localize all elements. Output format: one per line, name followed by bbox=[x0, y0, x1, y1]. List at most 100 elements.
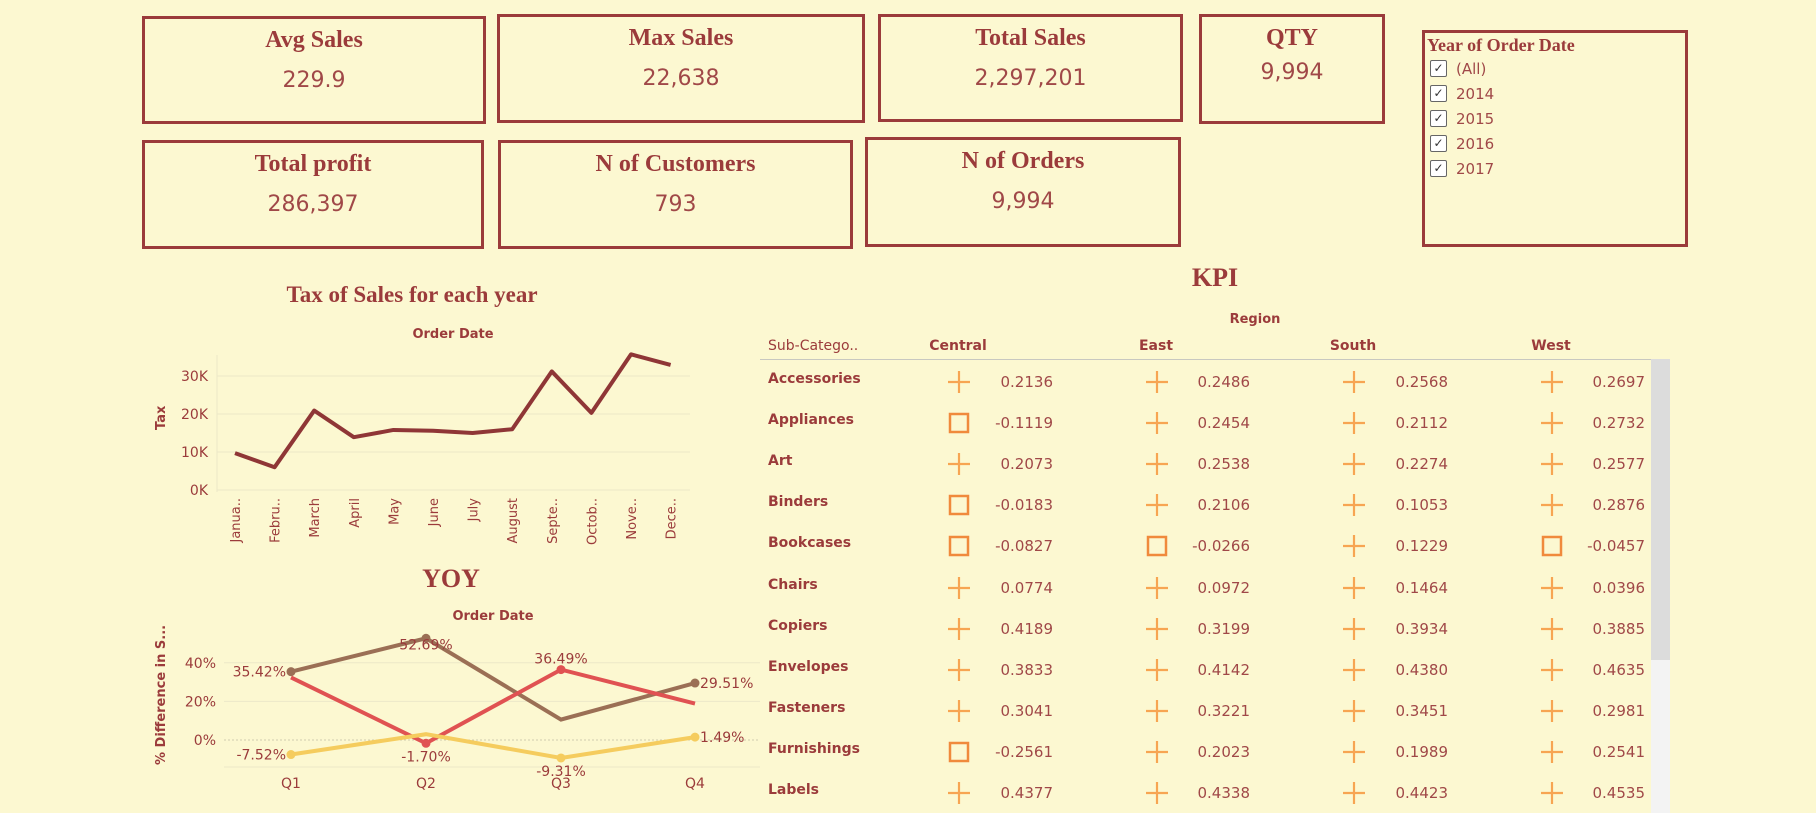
kpi-value: 0.2981 bbox=[1592, 701, 1646, 720]
plus-icon bbox=[1146, 617, 1168, 640]
square-icon bbox=[1146, 536, 1168, 557]
x-tick-label: Octob.. bbox=[585, 498, 600, 545]
plus-icon bbox=[1343, 617, 1365, 640]
filter-item-label: 2017 bbox=[1456, 159, 1495, 178]
plus-icon bbox=[948, 782, 970, 804]
series-yellow-point[interactable] bbox=[556, 753, 566, 763]
plus-icon bbox=[1146, 576, 1168, 599]
filter-item[interactable]: ✓ 2014 bbox=[1430, 81, 1683, 106]
kpi-value: 0.2112 bbox=[1395, 414, 1449, 433]
sub-category-name[interactable]: Accessories bbox=[768, 371, 861, 387]
data-label: 29.51% bbox=[700, 676, 753, 692]
plus-icon bbox=[1146, 412, 1168, 435]
sub-category-name[interactable]: Chairs bbox=[768, 576, 818, 593]
filter-item[interactable]: ✓ 2015 bbox=[1430, 106, 1683, 131]
kpi-value: 0.4142 bbox=[1197, 660, 1251, 679]
kpi-value: 0.2136 bbox=[1000, 373, 1054, 391]
kpi-value: 0.1464 bbox=[1395, 578, 1449, 597]
card-value: 9,994 bbox=[991, 189, 1055, 214]
sub-category-name[interactable]: Copiers bbox=[768, 617, 828, 634]
customers-card: N of Customers 793 bbox=[498, 140, 853, 249]
plus-icon bbox=[1343, 494, 1365, 517]
series-yellow-point[interactable] bbox=[690, 732, 700, 742]
plus-icon bbox=[1343, 576, 1365, 599]
sub-category-name[interactable]: Envelopes bbox=[768, 658, 849, 675]
kpi-value: 0.2577 bbox=[1592, 455, 1646, 474]
region-header-south[interactable]: South bbox=[1329, 338, 1377, 354]
square-icon bbox=[948, 495, 970, 516]
plus-icon bbox=[1343, 699, 1365, 722]
series-brown-point[interactable] bbox=[286, 667, 296, 677]
filter-item[interactable]: ✓ 2017 bbox=[1430, 156, 1683, 181]
x-tick-label: Q1 bbox=[281, 776, 301, 792]
card-title: Max Sales bbox=[628, 25, 734, 51]
kpi-value: -0.2561 bbox=[995, 742, 1053, 761]
tax-line bbox=[234, 352, 672, 470]
x-tick-label: August bbox=[506, 498, 521, 544]
sub-category-name[interactable]: Furnishings bbox=[768, 740, 860, 757]
plus-icon bbox=[1541, 617, 1563, 640]
checkbox[interactable]: ✓ bbox=[1430, 135, 1447, 152]
sub-category-header[interactable]: Sub-Catego.. bbox=[768, 338, 859, 354]
series-red-point[interactable] bbox=[421, 738, 431, 748]
tax-chart-xlabel: Order Date bbox=[412, 327, 494, 342]
y-axis-label: % Difference in S... bbox=[154, 625, 169, 765]
total-profit-card: Total profit 286,397 bbox=[142, 140, 484, 249]
plus-icon bbox=[948, 699, 970, 722]
series-brown-point[interactable] bbox=[421, 633, 431, 643]
region-header-central[interactable]: Central bbox=[929, 338, 987, 354]
kpi-value: 0.4423 bbox=[1395, 784, 1449, 802]
series-brown-point[interactable] bbox=[690, 678, 700, 688]
plus-icon bbox=[1146, 782, 1168, 804]
checkbox[interactable]: ✓ bbox=[1430, 160, 1447, 177]
data-label: 36.49% bbox=[534, 652, 587, 668]
kpi-value: 0.4377 bbox=[1000, 784, 1054, 802]
region-header-east[interactable]: East bbox=[1138, 338, 1174, 354]
filter-item[interactable]: ✓ (All) bbox=[1430, 56, 1683, 81]
series-yellow-line bbox=[290, 732, 696, 760]
yoy-chart-title: YOY bbox=[422, 564, 480, 593]
plus-icon bbox=[1343, 740, 1365, 763]
data-label: -7.52% bbox=[236, 748, 286, 764]
max-sales-card: Max Sales 22,638 bbox=[497, 14, 865, 123]
plus-icon bbox=[1541, 782, 1563, 804]
qty-card: QTY 9,994 bbox=[1199, 14, 1385, 124]
sub-category-name[interactable]: Fasteners bbox=[768, 699, 846, 716]
kpi-value: 0.0396 bbox=[1592, 578, 1646, 597]
kpi-value: 0.0972 bbox=[1197, 578, 1251, 597]
checkbox[interactable]: ✓ bbox=[1430, 60, 1447, 77]
scrollbar-thumb[interactable] bbox=[1651, 359, 1670, 660]
x-tick-label: July bbox=[467, 498, 482, 523]
filter-item[interactable]: ✓ 2016 bbox=[1430, 131, 1683, 156]
y-tick-label: 20K bbox=[181, 407, 209, 423]
y-tick-label: 0K bbox=[190, 483, 209, 499]
tax-line-chart: 0K 10K 20K 30K Tax Janua.. Febru.. March April Ma… bbox=[154, 352, 760, 792]
series-red-point[interactable] bbox=[556, 665, 566, 675]
kpi-value: 0.4535 bbox=[1592, 784, 1646, 802]
kpi-value: 0.3041 bbox=[1000, 701, 1054, 720]
sub-category-name[interactable]: Art bbox=[768, 453, 793, 470]
card-title: Avg Sales bbox=[265, 27, 363, 53]
filter-item-label: 2016 bbox=[1456, 134, 1495, 153]
kpi-value: 0.4338 bbox=[1197, 784, 1251, 802]
x-tick-label: Dece.. bbox=[665, 498, 680, 539]
plus-icon bbox=[1343, 535, 1365, 558]
checkbox[interactable]: ✓ bbox=[1430, 110, 1447, 127]
square-icon bbox=[948, 741, 970, 763]
sub-category-name[interactable]: Bookcases bbox=[768, 535, 852, 552]
year-filter: Year of Order Date ✓ (All) ✓ 2014 ✓ 2015 ✓ 2016… bbox=[1422, 30, 1688, 247]
kpi-value: 0.2486 bbox=[1197, 373, 1251, 391]
kpi-value: -0.0827 bbox=[995, 537, 1053, 556]
card-value: 229.9 bbox=[282, 68, 346, 93]
sub-category-name[interactable]: Appliances bbox=[768, 412, 855, 429]
sub-category-name[interactable]: Binders bbox=[768, 494, 829, 511]
checkbox[interactable]: ✓ bbox=[1430, 85, 1447, 102]
kpi-value: 0.2876 bbox=[1592, 496, 1646, 515]
kpi-value: 0.3451 bbox=[1395, 701, 1449, 720]
sub-category-name[interactable]: Labels bbox=[768, 782, 820, 798]
plus-icon bbox=[1146, 494, 1168, 517]
x-tick-label: Q3 bbox=[551, 776, 571, 792]
series-yellow-point[interactable] bbox=[286, 750, 296, 760]
plus-icon bbox=[1541, 494, 1563, 517]
region-header-west[interactable]: West bbox=[1531, 338, 1571, 354]
